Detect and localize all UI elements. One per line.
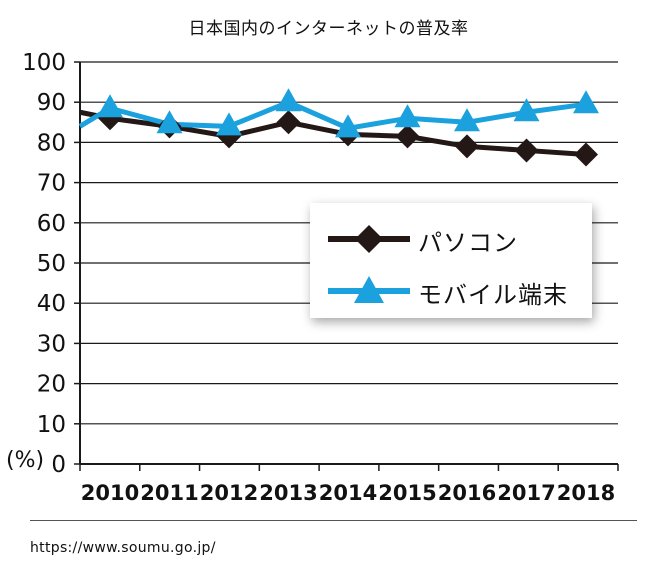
divider-line bbox=[30, 520, 637, 521]
data-point-pc bbox=[455, 134, 479, 159]
data-point-pc bbox=[514, 138, 539, 163]
y-tick-label: 50 bbox=[37, 251, 66, 277]
legend-marker-diamond-icon bbox=[328, 225, 410, 253]
y-tick-label: 40 bbox=[37, 291, 66, 317]
x-tick-label: 2018 bbox=[557, 481, 615, 505]
legend-item-pc: パソコン bbox=[310, 219, 592, 259]
data-point-mobile bbox=[513, 98, 540, 122]
legend-item-mobile: モバイル端末 bbox=[310, 271, 592, 311]
y-tick-label: 90 bbox=[37, 90, 66, 116]
data-point-pc bbox=[574, 142, 598, 167]
source-url: https://www.soumu.go.jp/ bbox=[30, 540, 216, 556]
y-tick-label: 100 bbox=[22, 50, 66, 76]
series-line-mobile bbox=[78, 99, 587, 131]
legend-label-pc: パソコン bbox=[418, 229, 518, 257]
x-tick-label: 2017 bbox=[497, 481, 555, 505]
x-tick-label: 2012 bbox=[200, 481, 258, 505]
data-point-mobile bbox=[394, 104, 421, 128]
y-tick-label: 10 bbox=[37, 412, 66, 438]
series-line-pc bbox=[79, 109, 587, 157]
y-axis-unit-label: (%) bbox=[6, 448, 45, 473]
data-point-mobile bbox=[97, 94, 123, 118]
data-point-mobile bbox=[216, 112, 242, 136]
y-tick-label: 20 bbox=[37, 372, 66, 398]
x-tick-label: 2014 bbox=[319, 481, 377, 505]
data-point-pc bbox=[276, 110, 301, 135]
data-point-pc bbox=[217, 124, 241, 149]
x-tick-label: 2016 bbox=[438, 481, 496, 505]
y-tick-label: 30 bbox=[37, 331, 66, 357]
data-point-pc bbox=[395, 124, 420, 149]
data-point-mobile bbox=[335, 114, 361, 138]
data-point-mobile bbox=[573, 90, 599, 114]
x-tick-label: 2010 bbox=[81, 481, 139, 505]
y-tick-label: 60 bbox=[37, 211, 66, 237]
x-tick-label: 2011 bbox=[140, 481, 198, 505]
data-point-mobile bbox=[156, 110, 183, 134]
y-tick-label: 0 bbox=[51, 452, 66, 478]
y-tick-label: 70 bbox=[37, 171, 66, 197]
x-tick-label: 2015 bbox=[378, 481, 436, 505]
legend-label-mobile: モバイル端末 bbox=[418, 281, 568, 309]
y-tick-label: 80 bbox=[37, 130, 66, 156]
legend: パソコン モバイル端末 bbox=[310, 203, 592, 318]
x-tick-label: 2013 bbox=[259, 481, 317, 505]
data-point-mobile bbox=[454, 108, 480, 132]
data-point-mobile bbox=[275, 88, 302, 112]
legend-marker-triangle-icon bbox=[328, 276, 410, 303]
chart-title: 日本国内のインターネットの普及率 bbox=[188, 19, 469, 39]
